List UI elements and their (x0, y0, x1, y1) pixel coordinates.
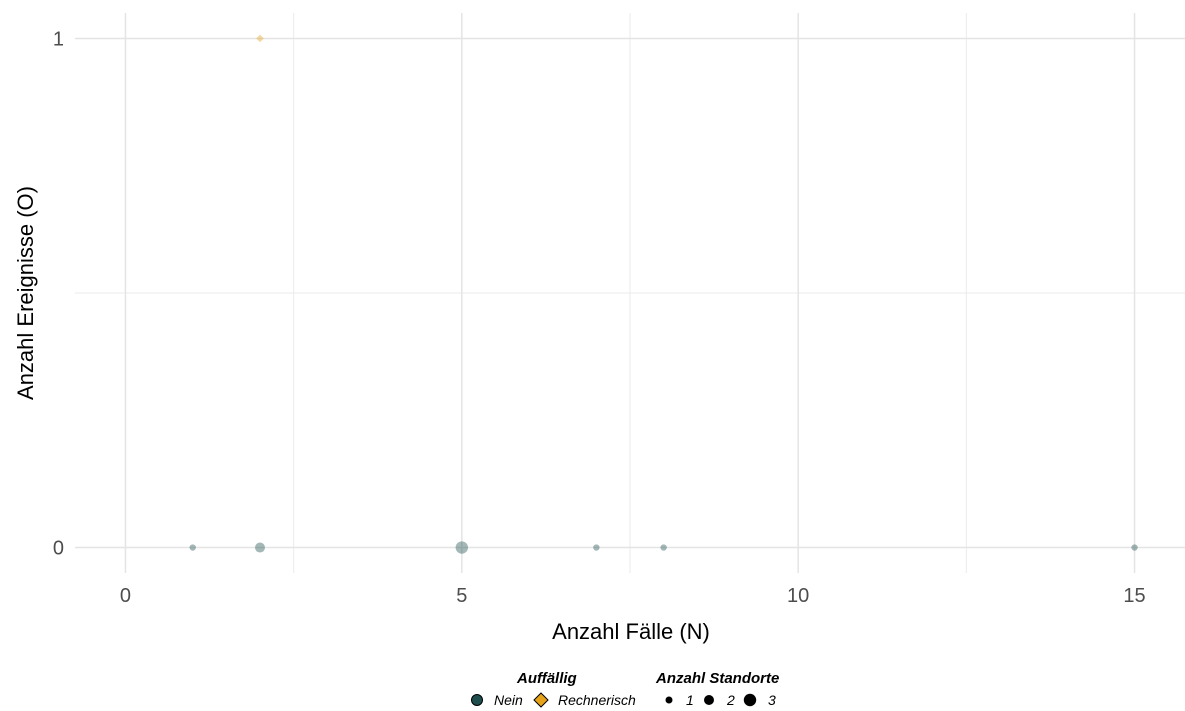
legend-title-anzahl-standorte: Anzahl Standorte (655, 670, 779, 687)
legend-size-label-2: 2 (726, 692, 735, 708)
x-tick-labels: 0 5 10 15 (120, 585, 1146, 607)
data-point-nein (660, 544, 667, 551)
y-tick-label: 0 (53, 538, 64, 560)
legend-label-nein: Nein (494, 692, 523, 708)
grid (75, 13, 1185, 573)
legend-label-rechnerisch: Rechnerisch (558, 692, 636, 708)
legend: Auffällig Nein Rechnerisch Anzahl Stando… (471, 670, 779, 708)
data-point-nein (1131, 544, 1138, 551)
data-point-nein (189, 544, 196, 551)
x-tick-label: 10 (787, 585, 809, 607)
legend-title-auffaellig: Auffällig (516, 670, 577, 687)
y-axis-title: Anzahl Ereignisse (O) (13, 186, 38, 400)
x-tick-label: 0 (120, 585, 131, 607)
scatter-chart: 0 5 10 15 01 Anzahl Fälle (N) Anzahl Ereign… (13, 13, 1185, 644)
x-axis-title: Anzahl Fälle (N) (552, 619, 710, 644)
data-point-nein (593, 544, 600, 551)
legend-key-nein (471, 694, 483, 706)
legend-size-label-1: 1 (686, 692, 694, 708)
legend-size-label-3: 3 (768, 692, 776, 708)
x-tick-label: 15 (1123, 585, 1145, 607)
data-point-nein (255, 542, 265, 553)
legend-size-key-2 (704, 695, 714, 705)
legend-size-key-1 (665, 696, 673, 704)
y-tick-label: 1 (53, 28, 64, 50)
y-tick-labels: 01 (53, 28, 64, 559)
legend-size-key-3 (743, 693, 757, 707)
x-tick-label: 5 (456, 585, 467, 607)
legend-key-rechnerisch (533, 692, 549, 708)
data-points (189, 34, 1138, 554)
data-point-nein (455, 541, 469, 554)
data-point-rechnerisch (256, 34, 264, 43)
